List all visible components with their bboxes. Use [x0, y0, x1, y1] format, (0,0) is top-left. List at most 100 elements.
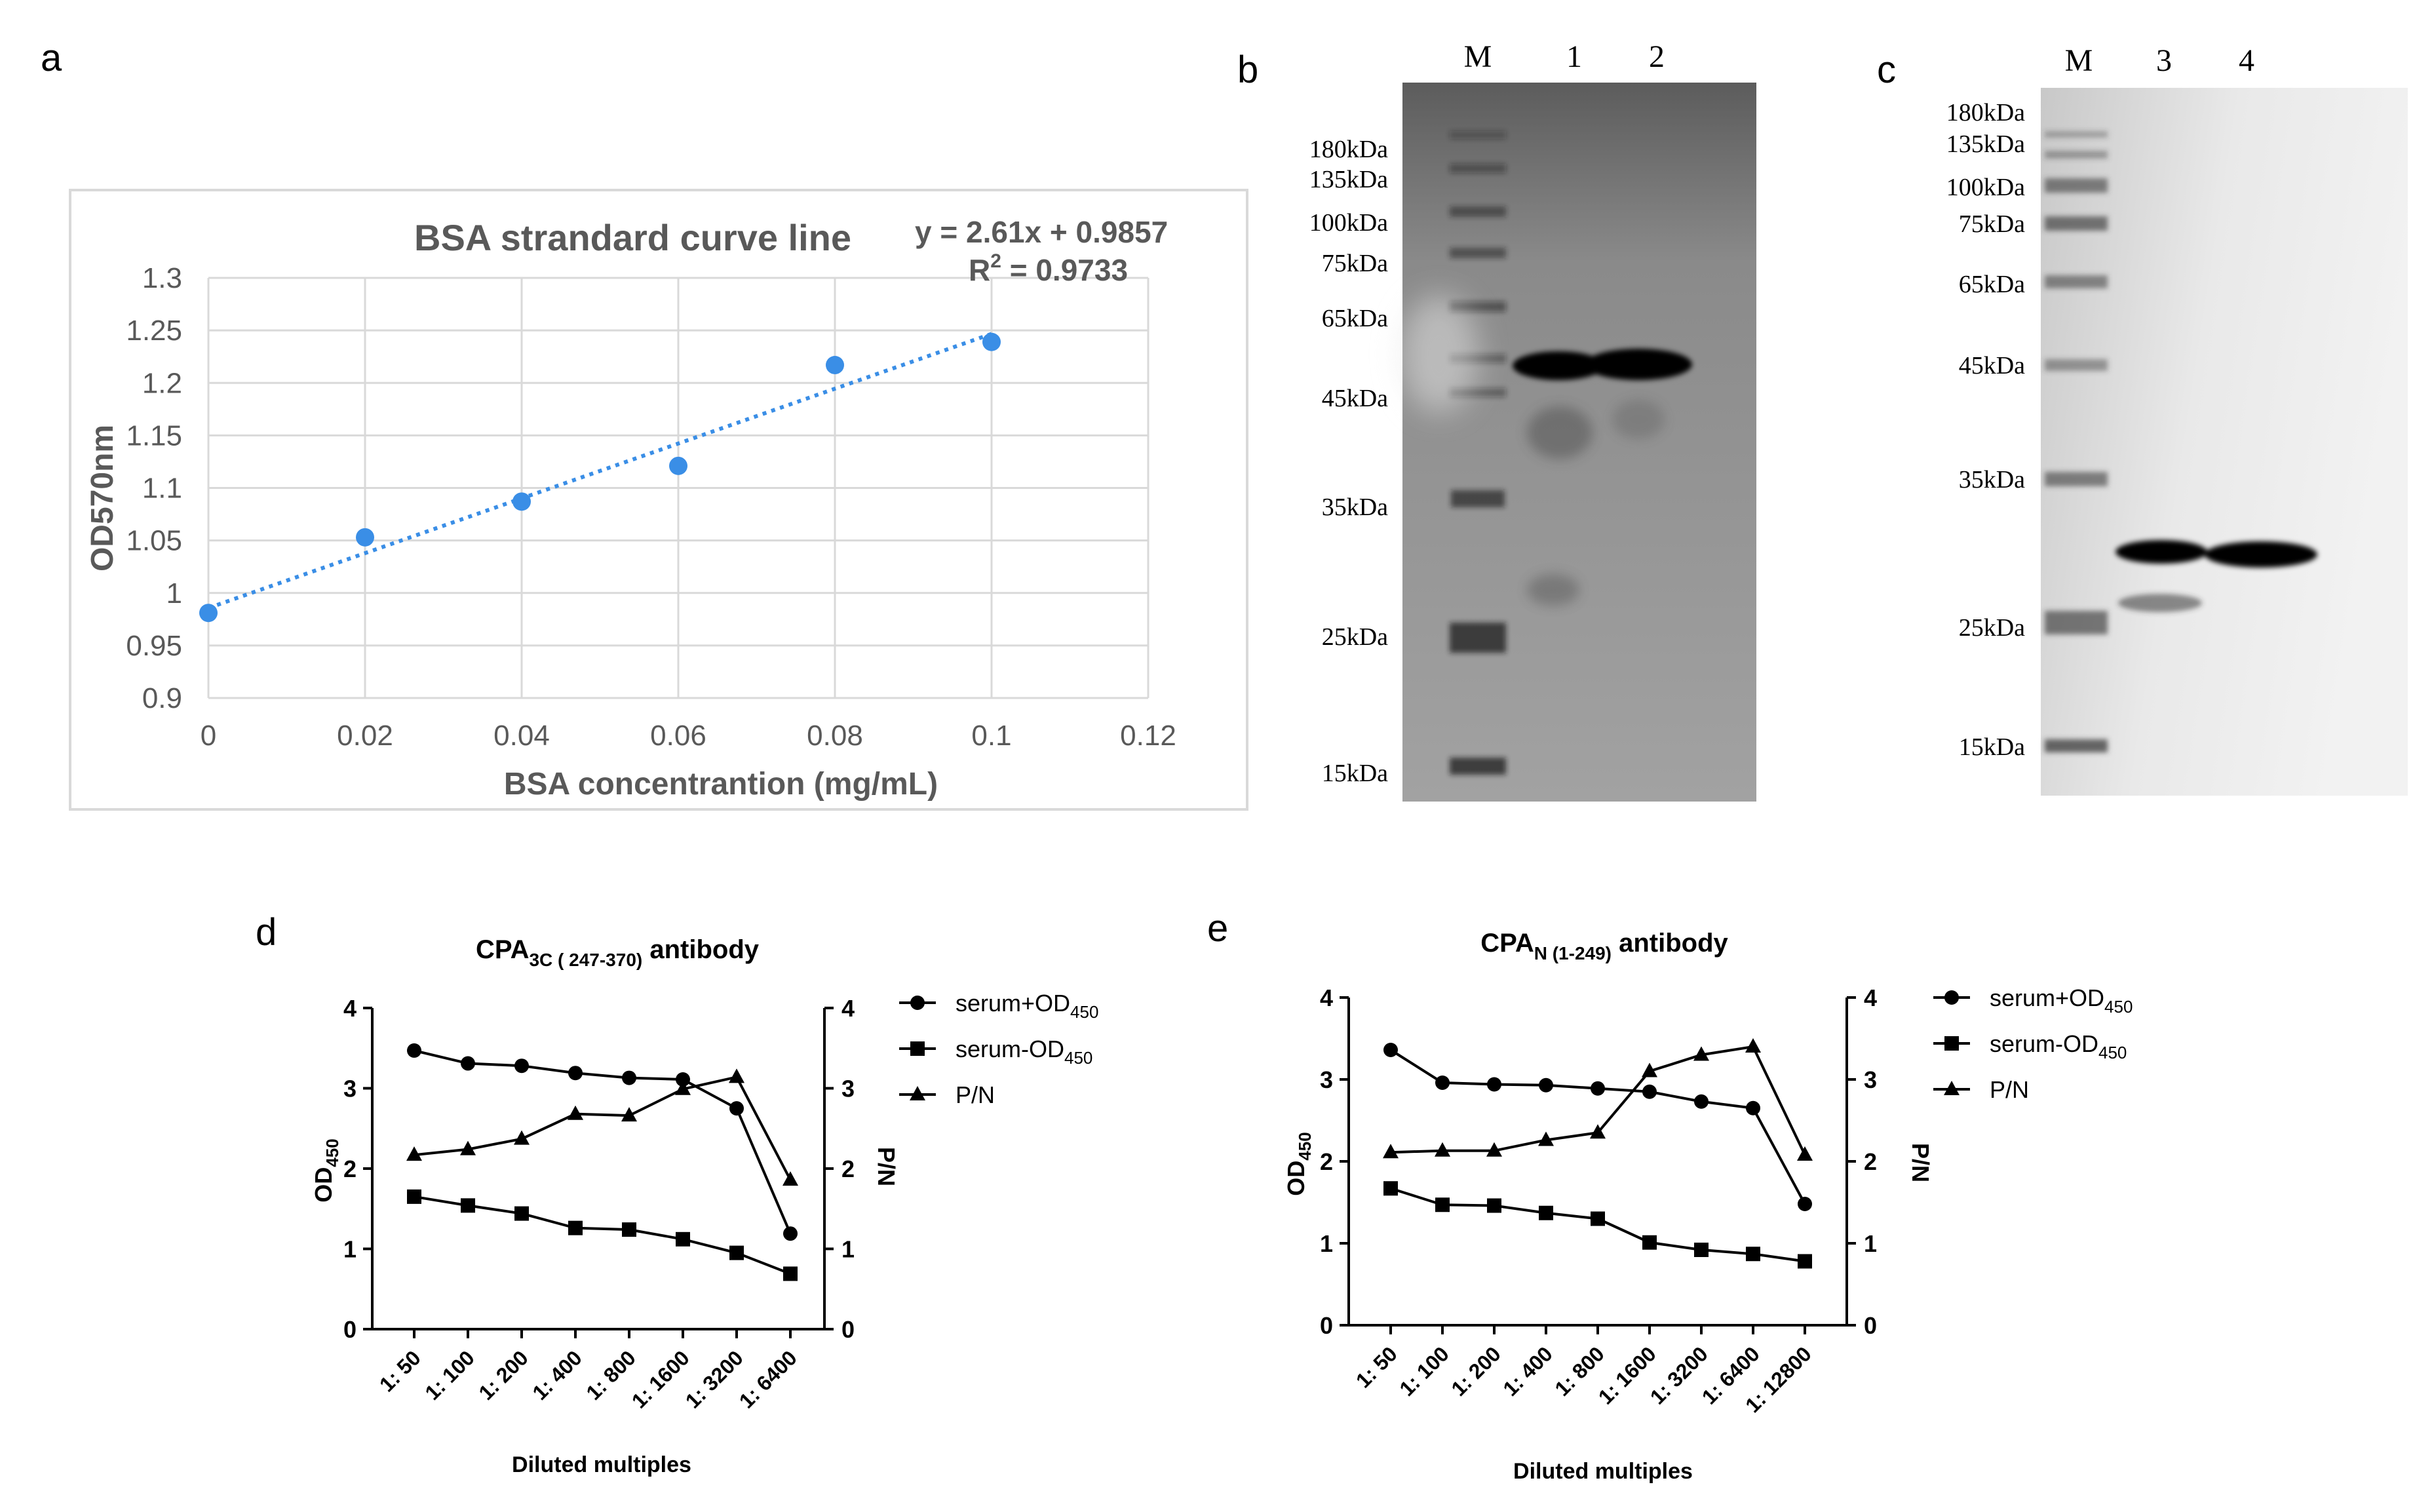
e-series-point	[1642, 1084, 1657, 1099]
d-series-point	[514, 1206, 529, 1221]
chart-a-title: BSA strandard curve line	[414, 217, 851, 258]
chart-a-ytick: 1	[166, 577, 182, 610]
chart-a-point	[982, 332, 1001, 351]
e-series-point	[1746, 1247, 1760, 1262]
d-xtick-label: 1: 1600	[627, 1346, 694, 1412]
e-legend-marker	[1944, 990, 1959, 1005]
chart-a-grid	[207, 277, 1149, 699]
chart-e-title-rest: antibody	[1612, 929, 1729, 958]
e-ytick-label: 3	[1320, 1066, 1333, 1093]
d-legend-marker	[910, 1086, 925, 1100]
d-legend-label-main: serum-OD	[956, 1036, 1064, 1062]
e-series-point	[1591, 1211, 1605, 1226]
e-series-point	[1642, 1062, 1657, 1077]
e-series-point	[1435, 1197, 1450, 1212]
d-y2tick-label: 0	[841, 1316, 855, 1343]
d-series-point	[675, 1080, 691, 1095]
d-series-point	[783, 1226, 798, 1241]
chart-d-title: CPA3C ( 247-370) antibody	[476, 935, 760, 970]
d-xtick-label: 1: 50	[375, 1346, 425, 1396]
blot-c-ladder	[2045, 131, 2108, 752]
chart-a-point	[356, 528, 374, 547]
e-y2tick-label: 4	[1864, 984, 1877, 1011]
chart-a-ytick: 1.15	[126, 419, 182, 452]
e-series-point	[1383, 1043, 1398, 1057]
e-series-point	[1590, 1124, 1606, 1139]
e-series-point	[1694, 1094, 1709, 1109]
e-y2tick-label: 0	[1864, 1312, 1877, 1339]
e-series-point	[1798, 1197, 1812, 1211]
chart-a-xlabel: BSA concentrantion (mg/mL)	[504, 767, 938, 802]
chart-e-xlabel: Diluted multiples	[1513, 1459, 1693, 1484]
chart-a-xtick: 0.1	[971, 720, 1011, 752]
chart-e-title-main: CPA	[1480, 929, 1534, 958]
d-legend-label-main: serum+OD	[956, 990, 1070, 1017]
e-legend-label-sub: 450	[2098, 1043, 2127, 1062]
blot-c-lane-label: 3	[2156, 43, 2172, 78]
d-legend-marker	[910, 996, 925, 1010]
panel-letter-e: e	[1207, 907, 1228, 950]
d-legend-label: serum+OD450	[956, 990, 1098, 1022]
d-series-point	[568, 1105, 583, 1120]
chart-a-ytick: 1.3	[142, 262, 182, 294]
e-legend-label: serum+OD450	[1990, 984, 2133, 1017]
chart-a-r2-value: = 0.9733	[1001, 253, 1128, 287]
chart-e-ylabel-main: OD	[1283, 1161, 1309, 1196]
d-series-point	[461, 1056, 475, 1071]
e-legend-marker	[1944, 1036, 1959, 1051]
d-ytick-label: 1	[343, 1236, 357, 1263]
chart-a-ytick: 1.25	[126, 315, 182, 347]
e-y2tick-label: 2	[1864, 1148, 1877, 1175]
d-series-point	[568, 1220, 583, 1235]
blot-b-marker-label: 25kDa	[1322, 623, 1388, 651]
chart-a-equation: y = 2.61x + 0.9857	[915, 215, 1168, 249]
e-series-point	[1642, 1235, 1657, 1250]
d-ytick-label: 4	[343, 995, 357, 1022]
blot-c-lane-label: M	[2065, 43, 2093, 78]
d-ytick-label: 0	[343, 1316, 357, 1343]
d-series-point	[676, 1231, 690, 1247]
chart-a-frame	[69, 189, 1248, 811]
chart-a-xtick: 0.08	[807, 720, 863, 752]
e-y2tick-label: 1	[1864, 1230, 1877, 1257]
chart-a-r2: R2 = 0.9733	[969, 250, 1128, 287]
e-ytick-label: 0	[1320, 1312, 1333, 1339]
chart-a-xtick: 0	[201, 720, 216, 752]
blot-b-marker-label: 100kDa	[1309, 209, 1388, 237]
chart-d-series	[406, 1043, 798, 1281]
d-series-line	[414, 1195, 791, 1275]
d-series-point	[622, 1222, 636, 1237]
d-y2tick-label: 3	[841, 1076, 855, 1102]
chart-d-ylabel: OD450	[310, 1138, 342, 1202]
d-ytick-label: 2	[343, 1155, 357, 1182]
d-xtick-label: 1: 400	[528, 1346, 587, 1405]
blot-c-marker-label: 45kDa	[1959, 352, 2025, 379]
blot-b-lane-label: 2	[1649, 39, 1665, 74]
western-blot-c: M 3 4 180kDa 135kDa 100kDa 75kDa 65kDa 45kDa 35k…	[1946, 43, 2408, 796]
blot-b-lane-label: M	[1464, 39, 1492, 74]
blot-b-marker-label: 75kDa	[1322, 250, 1388, 277]
chart-a-x-ticks: 0 0.02 0.04 0.06 0.08 0.1 0.12	[201, 720, 1176, 752]
chart-a-point	[669, 456, 687, 475]
e-ytick-label: 4	[1320, 984, 1333, 1011]
e-series-point	[1383, 1144, 1399, 1159]
panel-letter-b: b	[1237, 48, 1258, 91]
e-xtick-label: 1: 50	[1351, 1342, 1402, 1392]
chart-a-ytick: 0.9	[142, 682, 182, 714]
d-legend-label: serum-OD450	[956, 1036, 1092, 1068]
d-series-point	[407, 1043, 421, 1058]
blot-c-marker-label: 100kDa	[1946, 174, 2025, 201]
d-legend-label: P/N	[956, 1081, 995, 1108]
blot-b-marker-label: 15kDa	[1322, 760, 1388, 787]
d-xtick-label: 1: 200	[474, 1346, 533, 1405]
e-legend-label-main: serum-OD	[1990, 1030, 2098, 1057]
e-ytick-label: 1	[1320, 1230, 1333, 1257]
chart-a-point	[512, 492, 531, 511]
chart-e-series	[1383, 1038, 1813, 1269]
blot-c-marker-label: 15kDa	[1959, 733, 2025, 761]
blot-c-lane-label: 4	[2239, 43, 2254, 78]
blot-c-membrane	[2041, 88, 2408, 796]
d-series-point	[783, 1266, 798, 1281]
